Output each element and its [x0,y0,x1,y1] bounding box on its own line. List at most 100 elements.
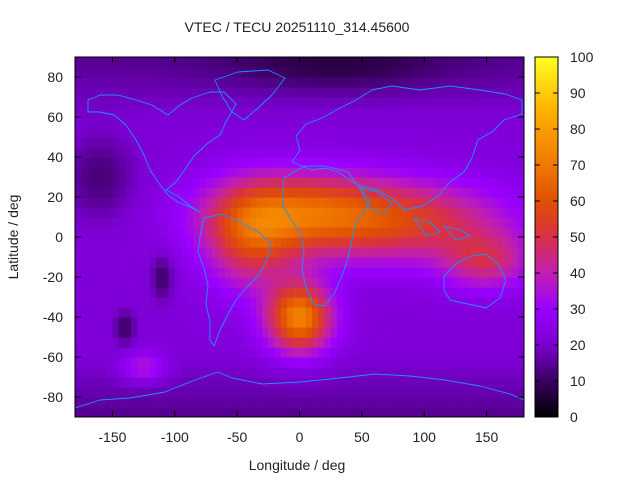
heatmap-cell [112,77,120,88]
heatmap-cell [399,87,407,98]
heatmap-cell [455,167,463,178]
heatmap-cell [511,97,519,108]
heatmap-cell [393,187,400,198]
heatmap-cell [474,117,481,128]
heatmap-cell [93,297,101,308]
heatmap-cell [230,207,238,218]
heatmap-cell [81,357,89,368]
heatmap-cell [480,217,488,228]
heatmap-cell [505,127,513,138]
heatmap-cell [499,117,506,128]
heatmap-cell [168,277,176,288]
heatmap-cell [218,107,226,118]
heatmap-cell [131,197,138,208]
heatmap-cell [268,327,276,338]
heatmap-cell [168,377,176,388]
heatmap-cell [274,227,282,238]
heatmap-cell [336,87,344,98]
heatmap-cell [405,267,413,278]
heatmap-cell [318,237,326,248]
heatmap-cell [255,117,263,128]
heatmap-cell [249,197,257,208]
heatmap-cell [455,177,463,188]
heatmap-cell [324,327,332,338]
heatmap-cell [405,67,413,78]
heatmap-cell [274,167,282,178]
heatmap-cell [511,277,519,288]
heatmap-cell [380,177,388,188]
heatmap-cell [361,197,369,208]
heatmap-cell [386,317,394,328]
heatmap-cell [330,77,338,88]
heatmap-cell [118,177,126,188]
heatmap-cell [299,367,307,378]
heatmap-cell [480,337,488,348]
heatmap-cell [336,397,344,408]
heatmap-cell [461,257,469,268]
heatmap-cell [399,307,407,318]
heatmap-cell [162,77,170,88]
heatmap-cell [262,327,269,338]
heatmap-cell [461,127,469,138]
heatmap-cell [193,407,201,417]
heatmap-cell [137,57,145,68]
heatmap-cell [75,407,82,417]
heatmap-cell [106,167,114,178]
heatmap-cell [118,257,126,268]
heatmap-cell [230,87,238,98]
heatmap-cell [349,347,357,358]
heatmap-cell [137,367,145,378]
heatmap-cell [355,197,363,208]
heatmap-cell [299,347,307,358]
heatmap-cell [461,107,469,118]
heatmap-cell [436,57,444,68]
heatmap-cell [174,167,182,178]
heatmap-cell [455,127,463,138]
heatmap-cell [193,207,201,218]
heatmap-cell [224,67,232,78]
heatmap-cell [162,147,170,158]
heatmap-cell [299,207,307,218]
heatmap-cell [511,127,519,138]
heatmap-cell [430,357,438,368]
heatmap-cell [93,197,101,208]
heatmap-cell [517,367,524,378]
heatmap-cell [511,307,519,318]
heatmap-cell [268,157,276,168]
heatmap-cell [199,247,207,258]
heatmap-cell [280,77,288,88]
x-tick-label: 150 [475,429,499,445]
heatmap-cell [405,217,413,228]
heatmap-cell [199,107,207,118]
heatmap-cell [218,177,226,188]
heatmap-cell [118,67,126,78]
heatmap-cell [393,107,400,118]
heatmap-cell [430,277,438,288]
heatmap-cell [480,407,488,417]
heatmap-cell [243,177,251,188]
heatmap-cell [461,237,469,248]
heatmap-cell [467,287,475,298]
heatmap-cell [393,377,400,388]
heatmap-cell [168,337,176,348]
heatmap-cell [255,397,263,408]
heatmap-cell [243,187,251,198]
heatmap-cell [442,187,450,198]
heatmap-cell [467,347,475,358]
heatmap-cell [93,337,101,348]
heatmap-cell [293,137,301,148]
heatmap-cell [99,327,107,338]
heatmap-cell [430,237,438,248]
heatmap-cell [405,97,413,108]
heatmap-cell [480,227,488,238]
heatmap-cell [305,307,313,318]
heatmap-cell [124,287,132,298]
heatmap-cell [399,97,407,108]
heatmap-cell [193,157,201,168]
heatmap-cell [505,177,513,188]
heatmap-cell [343,177,350,188]
heatmap-cell [430,117,438,128]
heatmap-cell [311,347,319,358]
heatmap-cell [368,357,375,368]
heatmap-cell [368,397,375,408]
